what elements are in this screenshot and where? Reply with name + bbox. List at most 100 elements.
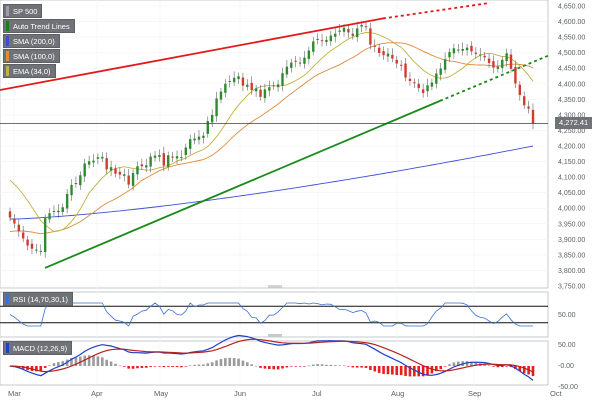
macd-histogram-bar — [316, 364, 319, 366]
macd-histogram-bar — [333, 365, 337, 366]
candle-body — [92, 160, 95, 163]
candle-body — [171, 156, 174, 158]
candle-body — [48, 213, 51, 220]
price-panel-frame — [0, 0, 549, 289]
macd-histogram-bar — [522, 366, 526, 374]
macd-histogram-bar — [48, 365, 51, 366]
candle-body — [334, 33, 337, 37]
price-tick-label: 4,200.00 — [558, 144, 585, 151]
price-tick-label: 3,950.00 — [558, 221, 585, 228]
x-tick-label: May — [154, 389, 168, 398]
macd-histogram-bar — [197, 364, 201, 366]
macd-histogram-bar — [100, 357, 104, 366]
legend-sma-100[interactable]: SMA (100,0) — [3, 49, 60, 63]
macd-histogram-bar — [175, 366, 179, 368]
candle-body — [35, 249, 38, 251]
macd-histogram-bar — [320, 364, 324, 366]
rsi-label: RSI (14,70,30,1) — [13, 294, 69, 304]
macd-histogram-bar — [232, 358, 236, 366]
macd-histogram-bar — [342, 365, 346, 367]
macd-histogram-bar — [250, 364, 254, 366]
macd-histogram-bar — [83, 355, 87, 366]
macd-histogram-bar — [254, 365, 258, 367]
macd-histogram-bar — [202, 364, 205, 366]
price-tick-label: 3,850.00 — [558, 252, 585, 259]
macd-histogram-bar — [92, 355, 95, 366]
macd-histogram-bar — [74, 357, 78, 366]
macd-histogram-bar — [360, 366, 363, 368]
macd-histogram-bar — [70, 358, 73, 366]
candle-body — [303, 57, 306, 64]
price-tick-label: 4,300.00 — [558, 112, 585, 119]
macd-tick-label: -0.00 — [558, 363, 574, 370]
candle-body — [382, 51, 385, 56]
candle-body — [338, 30, 341, 32]
legend-ema-34[interactable]: EMA (34,0) — [3, 64, 56, 78]
candle-body — [413, 82, 416, 84]
candle-body — [127, 175, 130, 185]
macd-histogram-bar — [144, 366, 148, 368]
legend-swatch — [6, 36, 9, 46]
macd-histogram-bar — [408, 366, 412, 377]
last-price-tag: 4,272.41 — [555, 117, 593, 129]
legend-rsi[interactable]: RSI (14,70,30,1) — [3, 292, 74, 306]
candle-body — [123, 174, 126, 176]
panel-resize-handle — [268, 334, 282, 337]
macd-histogram-bar — [61, 361, 65, 366]
macd-histogram-bar — [531, 366, 535, 377]
panel-resize-handle — [268, 285, 282, 288]
macd-histogram-bar — [263, 366, 267, 369]
candle-body — [149, 156, 152, 167]
candle-body — [259, 89, 262, 97]
macd-histogram-bar — [193, 364, 196, 366]
macd-histogram-bar — [303, 366, 306, 367]
candle-body — [96, 157, 100, 159]
candle-body — [351, 33, 355, 36]
candle-body — [443, 59, 447, 70]
macd-histogram-bar — [426, 366, 429, 376]
candle-body — [254, 88, 258, 92]
macd-histogram-bar — [369, 366, 372, 370]
macd-histogram-bar — [465, 361, 469, 366]
macd-histogram-bar — [500, 366, 504, 367]
macd-histogram-bar — [268, 366, 271, 370]
macd-histogram-bar — [487, 365, 491, 366]
candle-body — [30, 243, 34, 249]
candle-body — [39, 250, 42, 252]
legend-macd[interactable]: MACD (12,26,9) — [3, 341, 73, 355]
candle-body — [268, 87, 271, 91]
macd-histogram-bar — [140, 366, 144, 368]
trend-line-upper-extension — [382, 1, 491, 20]
candle-body — [65, 193, 69, 209]
candle-body — [391, 54, 394, 59]
candle-body — [325, 39, 328, 43]
candle-body — [8, 211, 12, 218]
macd-histogram-bar — [52, 363, 56, 366]
macd-histogram-bar — [184, 366, 188, 367]
macd-histogram-bar — [452, 362, 456, 366]
candle-body — [26, 239, 29, 246]
legend-symbol[interactable]: SP 500 — [3, 4, 43, 18]
candle-body — [79, 175, 82, 186]
candle-body — [105, 158, 108, 170]
macd-histogram-bar — [171, 366, 174, 367]
price-tick-label: 4,450.00 — [558, 66, 585, 73]
candle-body — [483, 55, 486, 58]
candle-body — [465, 47, 469, 51]
candle-body — [74, 183, 78, 185]
macd-histogram-bar — [395, 366, 399, 376]
macd-histogram-bar — [430, 366, 434, 374]
legend-sma-200[interactable]: SMA (200,0) — [3, 34, 60, 48]
candle-body — [294, 60, 297, 62]
macd-histogram-bar — [386, 366, 390, 375]
legend-auto-trend-lines[interactable]: Auto Trend Lines — [3, 19, 75, 33]
candle-body — [228, 80, 231, 82]
axes: 4,650.00 4,600.00 4,550.00 4,500.00 4,450.00… — [8, 4, 585, 399]
macd-histogram-bar — [435, 366, 438, 372]
candle-body — [167, 155, 170, 167]
symbol-label: SP 500 — [13, 6, 38, 16]
macd-histogram-bar — [259, 366, 262, 368]
candle-body — [377, 47, 381, 53]
macd-histogram-bar — [276, 366, 280, 370]
